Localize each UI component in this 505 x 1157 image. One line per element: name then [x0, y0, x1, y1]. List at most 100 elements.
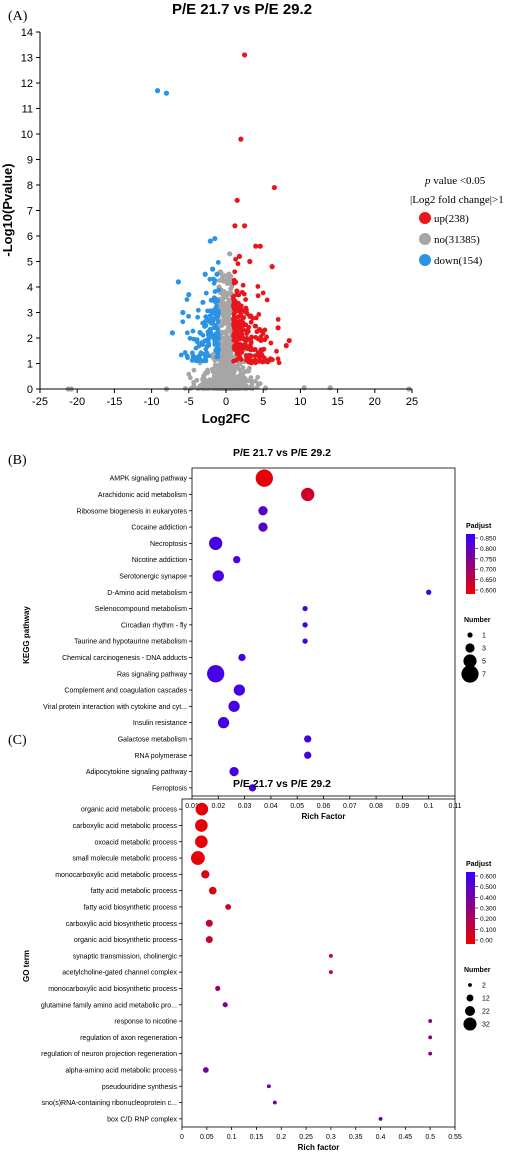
category-label: alpha-amino acid metabolic process: [65, 1067, 177, 1074]
bubble-point: [258, 505, 268, 516]
data-point: [232, 223, 238, 229]
no-change-point: [217, 278, 222, 283]
no-change-point: [190, 383, 196, 389]
legend-swatch: [419, 254, 431, 266]
up-point: [235, 261, 241, 267]
x-tick-label: 0.15: [250, 1134, 264, 1141]
bubble-point: [258, 522, 268, 532]
bubble-point: [202, 1066, 209, 1074]
size-legend-label: 3: [482, 646, 486, 653]
size-legend-dot: [461, 665, 479, 683]
no-change-point: [223, 339, 229, 345]
no-change-point: [254, 384, 260, 390]
no-change-point: [220, 380, 226, 385]
down-point: [190, 328, 196, 334]
x-tick-label: 0.55: [448, 1134, 462, 1141]
up-point: [274, 348, 279, 354]
x-axis-title: Rich factor: [298, 1143, 340, 1152]
bubble-point: [205, 935, 214, 944]
no-change-point: [227, 291, 233, 297]
y-axis-title: -Log10(Pvalue): [0, 163, 15, 256]
down-point: [213, 299, 218, 305]
color-legend-label: 0.700: [480, 567, 497, 574]
bubble-point: [232, 555, 241, 564]
series-up: [232, 52, 292, 349]
down-point: [205, 308, 210, 314]
no-change-point: [236, 373, 242, 379]
no-change-point: [227, 323, 233, 328]
size-legend-dot: [463, 1017, 477, 1031]
x-tick-label: -10: [144, 396, 160, 408]
bubble-point: [194, 835, 208, 849]
down-point: [184, 297, 190, 302]
data-point: [224, 304, 231, 310]
no-change-point: [228, 309, 233, 314]
bubble-point: [214, 985, 221, 992]
no-change-point: [202, 382, 208, 388]
category-label: Selenocompound metabolism: [95, 606, 187, 613]
down-point: [194, 337, 200, 343]
up-point: [246, 344, 251, 350]
up-point: [232, 269, 238, 275]
data-point: [175, 279, 181, 285]
bubble-point: [300, 487, 315, 502]
x-tick-label: 0.1: [424, 803, 434, 810]
no-change-point: [220, 348, 226, 354]
size-legend-label: 22: [482, 1009, 490, 1016]
data-point: [234, 197, 240, 203]
data-point: [202, 271, 208, 277]
up-point: [254, 329, 260, 335]
category-label: organic acid metabolic process: [81, 807, 178, 814]
no-change-point: [226, 374, 232, 380]
data-point: [210, 266, 216, 272]
up-point: [245, 354, 251, 360]
y-tick-label: 14: [21, 27, 33, 39]
down-point: [212, 278, 218, 283]
up-point: [239, 349, 245, 355]
down-point: [198, 330, 203, 336]
category-label: Ribosome biogenesis in eukaryotes: [76, 508, 187, 515]
color-legend-label: 0.200: [480, 916, 497, 923]
down-point: [205, 329, 211, 335]
panel-label: (B): [8, 453, 27, 468]
bubble-point: [425, 589, 432, 596]
size-legend-dot: [467, 632, 473, 638]
down-point: [184, 330, 190, 336]
y-axis-title: GO term: [22, 950, 31, 982]
no-change-point: [224, 368, 230, 374]
y-tick-label: 11: [22, 104, 33, 116]
x-tick-label: 0.08: [369, 803, 383, 810]
category-label: Chemical carcinogenesis - DNA adducts: [62, 655, 187, 662]
down-point: [211, 295, 217, 301]
bubble-point: [255, 469, 274, 487]
down-point: [191, 355, 196, 361]
bubble-point: [303, 751, 312, 760]
up-point: [256, 312, 262, 317]
legend-swatch: [419, 212, 431, 224]
bubble-point: [238, 653, 246, 662]
down-point: [213, 306, 218, 311]
category-label: Cocaine addiction: [131, 525, 187, 532]
x-tick-label: 10: [294, 396, 306, 408]
category-label: monocarboxylic acid biosynthetic process: [48, 986, 177, 993]
x-tick-label: 5: [260, 396, 266, 408]
up-point: [244, 311, 250, 317]
down-point: [216, 287, 221, 293]
x-tick-label: 0.04: [264, 803, 278, 810]
category-label: RNA polymerase: [134, 753, 187, 760]
no-change-point: [234, 384, 240, 390]
category-label: Nicotine addiction: [132, 557, 187, 564]
data-point: [271, 184, 277, 191]
up-point: [262, 327, 268, 333]
up-point: [255, 284, 261, 289]
down-point: [206, 353, 212, 359]
category-label: Necroptosis: [150, 541, 187, 548]
bubble-point: [428, 1035, 433, 1040]
x-tick-label: 0.06: [317, 803, 331, 810]
series-no: [65, 251, 412, 392]
no-change-point: [219, 335, 225, 341]
category-label: AMPK signaling pathway: [110, 476, 188, 483]
x-tick-label: 0.45: [399, 1134, 413, 1141]
no-change-point: [225, 361, 230, 367]
